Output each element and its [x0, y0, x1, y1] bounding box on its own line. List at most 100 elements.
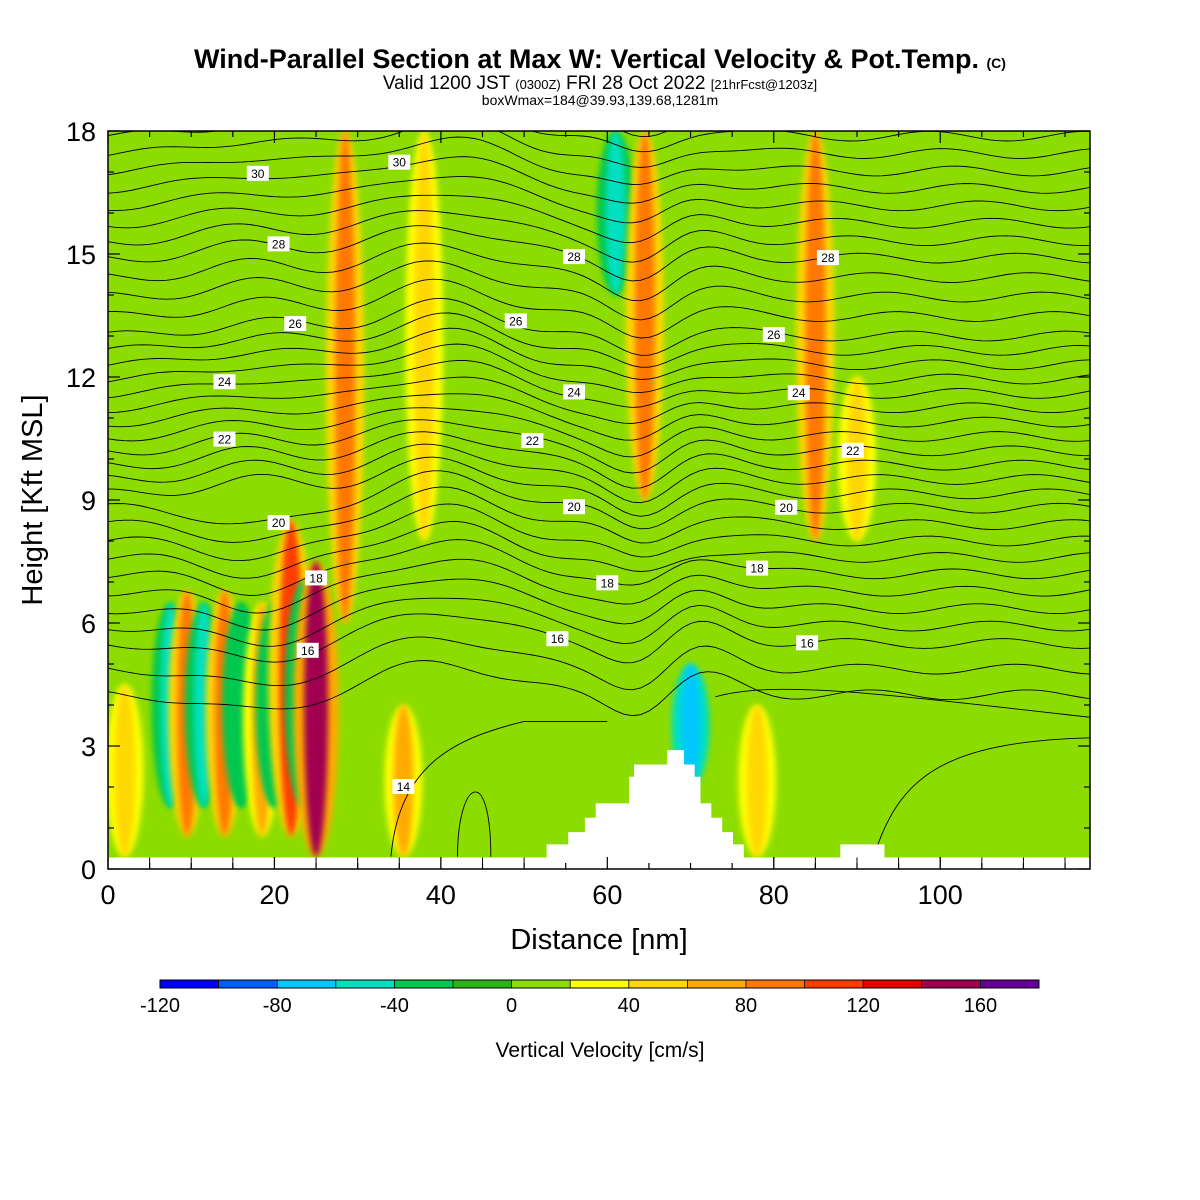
contour-label-box — [388, 154, 411, 170]
w-feature — [680, 664, 701, 787]
y-tick-label: 15 — [66, 240, 96, 270]
colorbar-tick-label: -120 — [140, 995, 180, 1017]
y-tick-label: 0 — [81, 855, 96, 885]
colorbar-swatch — [804, 980, 864, 988]
contour-label: 26 — [504, 313, 527, 329]
theta-contour — [108, 327, 1090, 380]
contour-label: 16 — [546, 631, 569, 647]
contour-labels: 16 16 16 18 18 18 20 20 20 22 22 22 24 24 24 26 26 26 28 28… — [213, 154, 864, 794]
contour-label: 20 — [775, 499, 798, 515]
colorbar-swatch — [160, 980, 219, 988]
theta-contour — [108, 136, 1090, 185]
x-axis: 0 20 40 60 80 100 — [100, 131, 1066, 910]
contour-label-text: 24 — [792, 386, 806, 400]
theta-contour — [108, 521, 1090, 579]
copyright-mark: (C) — [986, 55, 1006, 71]
theta-contour — [108, 456, 1090, 517]
contour-label-box — [284, 316, 307, 331]
valid-date: FRI 28 Oct 2022 — [566, 73, 706, 94]
contour-label-text: 28 — [272, 237, 286, 251]
contour-label: 18 — [746, 560, 769, 576]
w-feature — [846, 377, 867, 541]
contour-label-text: 30 — [393, 156, 407, 170]
contour-label-box — [267, 515, 290, 531]
colorbar: -120 -80 -40 0 40 80 120 160 — [140, 979, 1040, 1017]
colorbar-swatch — [277, 980, 336, 988]
contour-label-box — [563, 499, 585, 515]
contour-label-text: 16 — [301, 644, 315, 658]
contour-label: 24 — [563, 384, 585, 400]
contour-label-box — [816, 250, 839, 266]
contour-label: 18 — [305, 570, 328, 586]
contour-label-box — [296, 642, 319, 658]
contour-label: 24 — [213, 374, 236, 390]
contour-label-box — [213, 431, 236, 447]
colorbar-swatch — [746, 980, 805, 988]
contour-label-text: 24 — [567, 385, 581, 399]
contour-label-text: 28 — [567, 250, 581, 264]
theta-contour — [108, 443, 1090, 504]
theta-contour — [108, 297, 1090, 356]
colorbar-swatch — [394, 980, 453, 988]
contour-label-box — [796, 635, 819, 651]
w-feature — [114, 684, 135, 857]
colorbar-tick-label: 40 — [618, 995, 640, 1017]
contour-label-text: 16 — [800, 636, 814, 650]
contour-label-box — [213, 374, 236, 390]
x-tick-label: 20 — [259, 880, 289, 910]
colorbar-swatch — [628, 980, 688, 988]
theta-contour — [108, 431, 1090, 489]
x-tick-label: 100 — [918, 880, 963, 910]
y-tick-label: 9 — [81, 486, 96, 516]
contour-label: 28 — [267, 236, 290, 252]
contour-label: 18 — [596, 575, 619, 591]
chart-subtitle: Valid 1200 JST (0300Z) FRI 28 Oct 2022 [… — [0, 73, 1200, 95]
x-tick-label: 0 — [100, 880, 115, 910]
contour-label: 14 — [392, 779, 415, 794]
contour-label-box — [504, 313, 527, 329]
x-tick-label: 80 — [759, 880, 789, 910]
theta-contour — [108, 597, 1090, 647]
theta-contour — [108, 343, 1090, 394]
chart-title-main: Wind-Parallel Section at Max W: Vertical… — [194, 44, 979, 74]
theta-contour — [108, 242, 1090, 302]
theta-contour — [108, 486, 1090, 544]
theta-contour — [108, 393, 1090, 441]
terrain-fill — [108, 750, 1090, 869]
theta-contour — [108, 194, 1090, 244]
colorbar-swatch — [570, 980, 629, 988]
contour-label-box — [305, 570, 328, 586]
colorbar-swatch — [687, 980, 746, 988]
colorbar-tick-label: 160 — [964, 995, 997, 1017]
colorbar-tick-label: 0 — [506, 995, 517, 1017]
contour-label: 28 — [563, 249, 585, 265]
theta-contour — [108, 558, 1090, 614]
w-feature — [805, 131, 826, 541]
x-tick-label: 40 — [426, 880, 456, 910]
contour-label-text: 26 — [289, 317, 303, 331]
contour-label-box — [762, 327, 785, 343]
w-feature — [304, 561, 329, 857]
colorbar-swatch — [863, 980, 922, 988]
theta-contour — [108, 131, 1090, 168]
contour-label-text: 22 — [846, 444, 860, 458]
valid-utc: (0300Z) — [515, 77, 561, 92]
colorbar-swatch — [453, 980, 512, 988]
w-feature — [335, 131, 356, 623]
colorbar-swatch — [335, 980, 395, 988]
potential-temperature-contours — [108, 131, 1090, 857]
colorbar-swatch — [921, 980, 981, 988]
box-wmax-note: boxWmax=184@39.93,139.68,1281m — [481, 92, 719, 108]
theta-contour — [108, 503, 1090, 562]
contour-label-text: 20 — [272, 516, 286, 530]
colorbar-swatch — [511, 980, 571, 988]
theta-contour — [621, 131, 669, 138]
theta-contour — [457, 791, 492, 857]
contour-label-box — [596, 575, 619, 591]
contour-label-text: 20 — [567, 500, 581, 514]
theta-contour — [390, 720, 608, 857]
colorbar-tick-label: 120 — [847, 995, 880, 1017]
colorbar-label: Vertical Velocity [cm/s] — [496, 1039, 705, 1062]
x-tick-label: 60 — [592, 880, 622, 910]
vertical-velocity-field — [108, 131, 876, 857]
